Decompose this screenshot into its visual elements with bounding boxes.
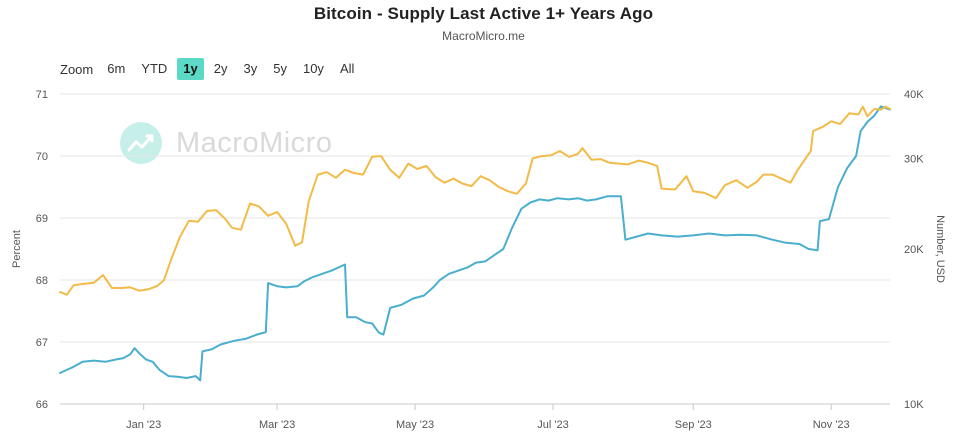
range-button-3y[interactable]: 3y bbox=[243, 61, 258, 76]
y-left-tick-label: 71 bbox=[36, 89, 48, 101]
range-button-10y[interactable]: 10y bbox=[302, 61, 324, 76]
range-button-5y[interactable]: 5y bbox=[273, 61, 287, 76]
range-button-6m[interactable]: 6m bbox=[107, 61, 126, 76]
range-selector: Zoom 6m YTD 1y 2y 3y 5y 10y All bbox=[56, 58, 364, 80]
macromicro-logo-icon bbox=[120, 122, 162, 164]
range-button-ytd[interactable]: YTD bbox=[141, 61, 168, 76]
chart-subtitle: MacroMicro.me bbox=[442, 29, 525, 43]
range-button-all[interactable]: All bbox=[339, 61, 355, 76]
y-right-axis-title: Number, USD bbox=[934, 215, 946, 283]
x-tick-label: Jul '23 bbox=[537, 419, 568, 431]
x-tick-label: Sep '23 bbox=[675, 419, 712, 431]
watermark-text: MacroMicro bbox=[176, 126, 333, 159]
percent-series-line bbox=[59, 105, 891, 382]
chart-title: Bitcoin - Supply Last Active 1+ Years Ag… bbox=[313, 4, 654, 23]
y-left-tick-label: 69 bbox=[36, 213, 48, 225]
x-tick-label: Nov '23 bbox=[813, 419, 850, 431]
zoom-label: Zoom bbox=[60, 61, 94, 77]
y-right-tick-label: 40K bbox=[904, 89, 924, 101]
price-series-line bbox=[59, 105, 891, 296]
y-right-tick-label: 20K bbox=[904, 244, 924, 256]
y-left-axis-title: Percent bbox=[11, 230, 23, 268]
x-tick-label: Mar '23 bbox=[259, 419, 295, 431]
range-button-2y[interactable]: 2y bbox=[213, 61, 228, 76]
watermark: MacroMicro bbox=[120, 122, 332, 164]
grid-lines bbox=[60, 93, 890, 405]
x-tick-label: Jan '23 bbox=[126, 419, 161, 431]
x-tick-label: May '23 bbox=[396, 419, 434, 431]
y-right-tick-label: 30K bbox=[904, 153, 924, 165]
axes: 66 67 68 69 70 71 10K 20K 30K 40K Percent Number, U… bbox=[11, 89, 946, 431]
y-left-tick-label: 67 bbox=[36, 337, 48, 349]
y-left-tick-label: 68 bbox=[36, 275, 48, 287]
series-layer bbox=[59, 105, 891, 382]
y-left-tick-label: 70 bbox=[36, 151, 48, 163]
range-button-1y[interactable]: 1y bbox=[177, 58, 204, 80]
y-right-tick-label: 10K bbox=[904, 399, 924, 411]
y-left-tick-label: 66 bbox=[36, 399, 48, 411]
